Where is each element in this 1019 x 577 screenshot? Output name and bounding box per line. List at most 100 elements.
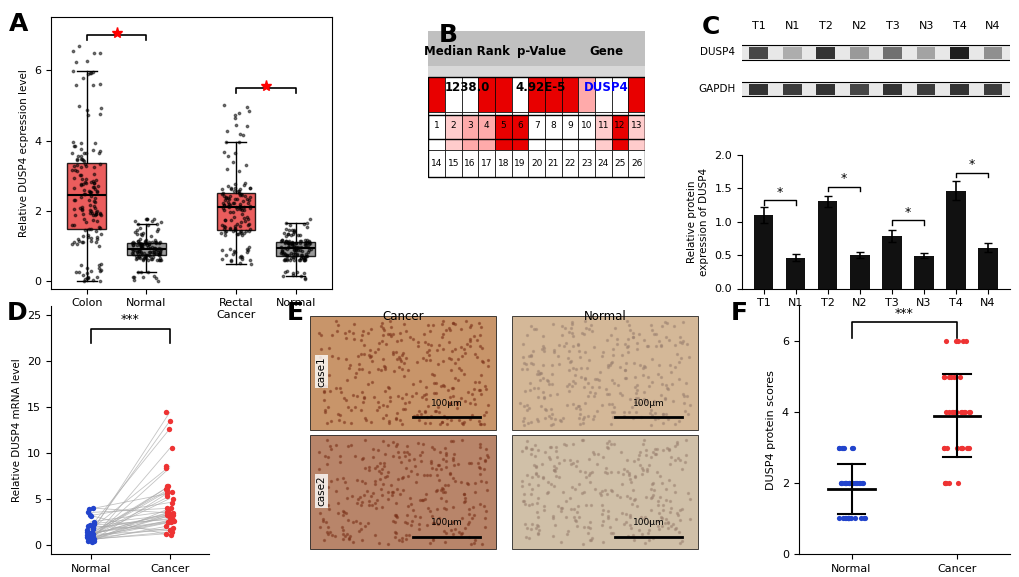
Point: [516, 489, 532, 499]
Point: [232, 227, 249, 237]
Point: [371, 539, 387, 548]
Point: [444, 436, 461, 445]
Point: [388, 528, 405, 537]
Point: [523, 444, 539, 454]
Bar: [817, 201, 837, 288]
Point: [84, 233, 100, 242]
Point: [85, 537, 101, 546]
Point: [368, 405, 384, 414]
Point: [391, 489, 408, 499]
Point: [301, 239, 317, 248]
Point: [131, 223, 148, 232]
Point: [85, 525, 101, 534]
Point: [422, 418, 438, 428]
Point: [242, 183, 258, 192]
Point: [317, 452, 333, 461]
Point: [455, 490, 472, 499]
Point: [620, 470, 636, 479]
Point: [348, 391, 365, 400]
Point: [89, 186, 105, 196]
Point: [562, 324, 579, 333]
Point: [441, 468, 458, 477]
Point: [444, 529, 461, 538]
Point: [163, 518, 179, 527]
Point: [318, 381, 334, 391]
Bar: [850, 255, 868, 288]
Point: [76, 148, 93, 158]
Point: [840, 514, 856, 523]
Point: [429, 470, 445, 479]
Point: [413, 456, 429, 466]
Point: [433, 484, 449, 493]
Point: [319, 482, 335, 491]
Point: [541, 455, 557, 464]
Point: [460, 520, 476, 529]
Point: [83, 177, 99, 186]
Point: [614, 411, 631, 420]
Point: [956, 407, 972, 417]
Text: 10: 10: [581, 121, 592, 130]
Point: [658, 383, 675, 392]
Point: [529, 416, 545, 425]
Point: [562, 504, 579, 514]
Point: [334, 473, 351, 482]
Point: [434, 417, 450, 426]
Point: [411, 407, 427, 416]
Point: [643, 479, 659, 489]
Point: [635, 514, 651, 523]
Point: [442, 354, 459, 364]
Point: [616, 339, 633, 349]
Point: [328, 486, 344, 495]
Point: [552, 503, 569, 512]
Point: [377, 339, 393, 349]
Point: [371, 458, 387, 467]
Bar: [849, 84, 868, 95]
Point: [417, 418, 433, 428]
Point: [575, 413, 591, 422]
Point: [544, 409, 560, 418]
Point: [410, 519, 426, 529]
Point: [600, 436, 616, 445]
Point: [151, 249, 167, 258]
Point: [386, 527, 403, 537]
Point: [397, 354, 414, 363]
Point: [529, 471, 545, 481]
Point: [280, 250, 297, 259]
Point: [214, 245, 230, 254]
Point: [626, 398, 642, 407]
Point: [520, 404, 536, 413]
Point: [567, 378, 583, 387]
Point: [86, 534, 102, 543]
Point: [414, 392, 430, 402]
Point: [523, 524, 539, 534]
Point: [66, 196, 83, 205]
Point: [523, 417, 539, 426]
Point: [360, 379, 376, 388]
Point: [647, 342, 663, 351]
Point: [150, 249, 166, 258]
Point: [144, 243, 160, 252]
Point: [232, 204, 249, 213]
Point: [516, 414, 532, 423]
Point: [387, 414, 404, 423]
Point: [435, 316, 451, 325]
Point: [92, 80, 108, 89]
Point: [297, 239, 313, 248]
Point: [294, 252, 311, 261]
Point: [658, 318, 675, 327]
Point: [85, 535, 101, 544]
Point: [618, 374, 634, 383]
Point: [383, 487, 399, 496]
Point: [284, 253, 301, 262]
Point: [516, 496, 532, 505]
Point: [479, 361, 495, 370]
Point: [291, 236, 308, 245]
Point: [287, 238, 304, 247]
Point: [575, 487, 591, 496]
Point: [70, 268, 87, 277]
Point: [527, 451, 543, 460]
Point: [273, 247, 289, 256]
Point: [524, 499, 540, 508]
Point: [580, 528, 596, 537]
Point: [84, 511, 100, 520]
